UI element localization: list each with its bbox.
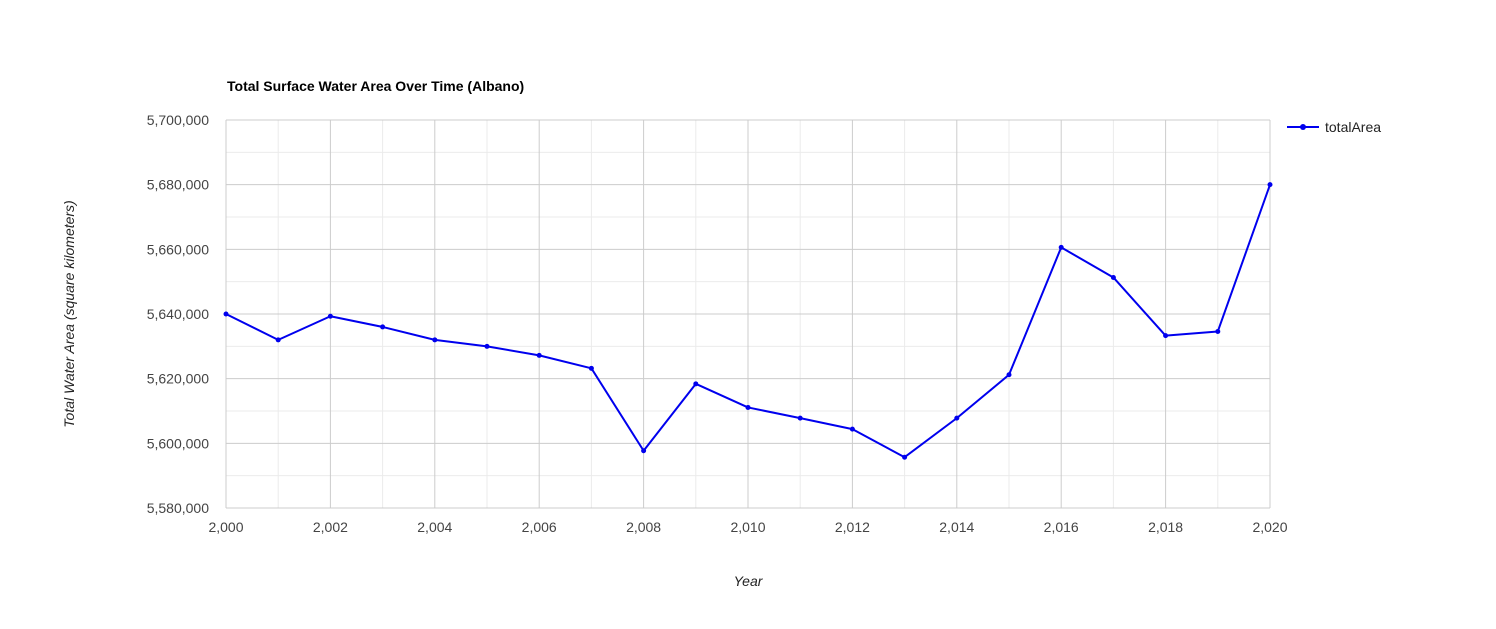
data-point[interactable] xyxy=(849,426,855,432)
legend-label-totalArea: totalArea xyxy=(1325,119,1381,135)
y-tick-label: 5,580,000 xyxy=(147,500,209,516)
y-axis-ticks: 5,580,000 5,600,000 5,620,000 5,640,000 5,66… xyxy=(147,112,209,516)
data-point[interactable] xyxy=(693,381,699,387)
data-point[interactable] xyxy=(275,337,281,343)
data-point[interactable] xyxy=(536,352,542,358)
data-point[interactable] xyxy=(588,365,594,371)
chart-title: Total Surface Water Area Over Time (Alba… xyxy=(227,78,524,94)
y-tick-label: 5,620,000 xyxy=(147,371,209,387)
x-tick-label: 2,012 xyxy=(835,519,870,535)
y-tick-label: 5,660,000 xyxy=(147,241,209,257)
data-point[interactable] xyxy=(1163,333,1169,339)
x-axis-ticks: 2,000 2,002 2,004 2,006 2,008 2,010 2,012 2,014… xyxy=(208,519,1287,535)
x-tick-label: 2,020 xyxy=(1252,519,1287,535)
x-tick-label: 2,016 xyxy=(1044,519,1079,535)
x-tick-label: 2,006 xyxy=(522,519,557,535)
y-axis-title: Total Water Area (square kilometers) xyxy=(61,200,77,427)
legend[interactable]: totalArea xyxy=(1287,119,1381,135)
x-tick-label: 2,002 xyxy=(313,519,348,535)
data-point[interactable] xyxy=(797,415,803,421)
x-tick-label: 2,000 xyxy=(208,519,243,535)
y-tick-label: 5,640,000 xyxy=(147,306,209,322)
x-tick-label: 2,008 xyxy=(626,519,661,535)
y-tick-label: 5,700,000 xyxy=(147,112,209,128)
data-point[interactable] xyxy=(1058,244,1064,250)
data-point[interactable] xyxy=(327,313,333,319)
series-layer xyxy=(223,182,1273,460)
data-point[interactable] xyxy=(1110,274,1116,280)
x-tick-label: 2,010 xyxy=(730,519,765,535)
x-tick-label: 2,018 xyxy=(1148,519,1183,535)
x-tick-label: 2,014 xyxy=(939,519,974,535)
data-point[interactable] xyxy=(432,337,438,343)
y-tick-label: 5,680,000 xyxy=(147,177,209,193)
legend-marker-totalArea xyxy=(1300,124,1306,130)
data-point[interactable] xyxy=(484,343,490,349)
data-point[interactable] xyxy=(745,404,751,410)
data-point[interactable] xyxy=(902,454,908,460)
x-tick-label: 2,004 xyxy=(417,519,452,535)
data-point[interactable] xyxy=(1006,372,1012,378)
x-axis-title: Year xyxy=(734,573,764,589)
data-point[interactable] xyxy=(223,311,229,317)
data-point[interactable] xyxy=(641,448,647,454)
data-point[interactable] xyxy=(954,415,960,421)
data-point[interactable] xyxy=(1267,182,1273,188)
data-point[interactable] xyxy=(380,324,386,330)
data-point[interactable] xyxy=(1215,328,1221,334)
y-tick-label: 5,600,000 xyxy=(147,435,209,451)
